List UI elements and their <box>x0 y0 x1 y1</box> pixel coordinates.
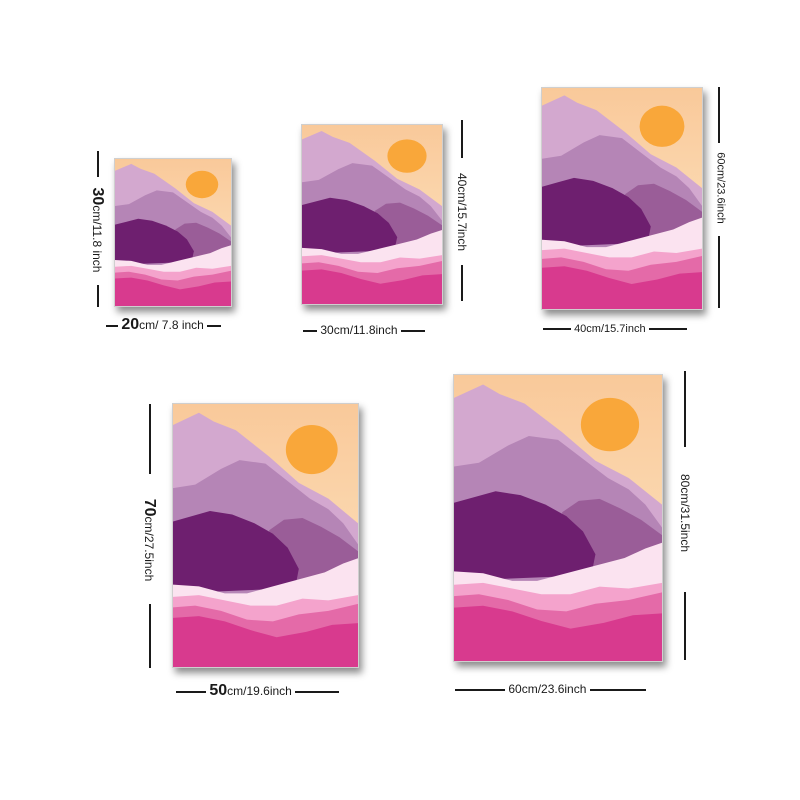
height-line-bottom <box>149 604 151 668</box>
canvas-print-60x80 <box>453 374 663 662</box>
mountain-artwork <box>115 159 231 306</box>
height-label-50x70: 70cm/27.5inch <box>141 498 158 582</box>
height-line-top <box>97 151 99 177</box>
mountain-artwork <box>302 125 442 304</box>
mountain-artwork <box>542 88 702 309</box>
height-label-60x80: 80cm/31.5inch <box>678 473 692 553</box>
height-label-40x60: 60cm/23.6inch <box>714 152 727 224</box>
height-line-top <box>461 120 463 158</box>
canvas-print-50x70 <box>172 403 359 668</box>
canvas-print-30x40 <box>301 124 443 305</box>
canvas-print-40x60 <box>541 87 703 310</box>
height-label-20x30: 30cm/11.8 inch <box>89 187 106 273</box>
height-line-top <box>149 404 151 474</box>
width-label-40x60: 40cm/15.7inch <box>543 324 687 335</box>
mountain-artwork <box>173 404 358 667</box>
width-label-50x70: 50cm/19.6inch <box>176 683 340 699</box>
height-line-top <box>718 87 720 143</box>
height-line-bottom <box>461 265 463 301</box>
width-label-30x40: 30cm/11.8inch <box>303 324 425 336</box>
height-line-bottom <box>97 285 99 307</box>
width-label-60x80: 60cm/23.6inch <box>455 683 646 695</box>
height-label-30x40: 40cm/15.7inch <box>455 172 469 252</box>
height-line-top <box>684 371 686 447</box>
width-label-20x30: 20cm/ 7.8 inch <box>106 317 222 333</box>
canvas-print-20x30 <box>114 158 232 307</box>
mountain-artwork <box>454 375 662 661</box>
height-line-bottom <box>718 236 720 308</box>
height-line-bottom <box>684 592 686 660</box>
